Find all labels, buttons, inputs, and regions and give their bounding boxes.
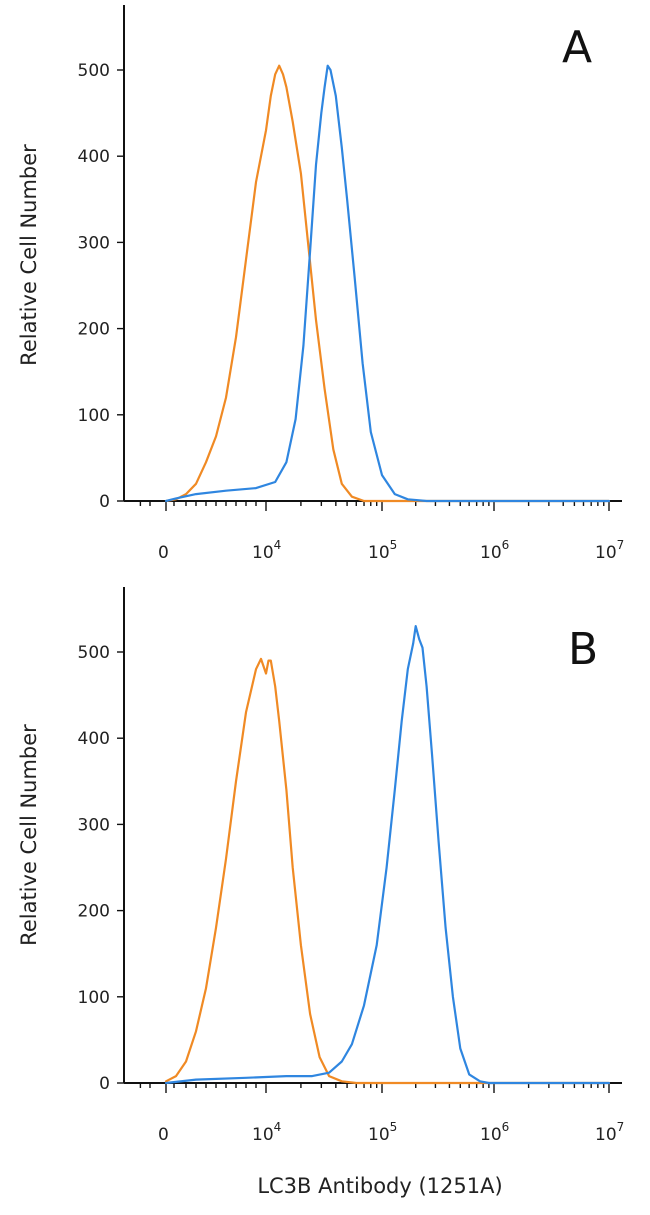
y-tick-label: 0 (99, 1074, 110, 1094)
histogram-series-1 (164, 64, 611, 503)
panel-b-histogram: 0 100 200 300 400 500 0 104 105 106 107 B Relativ… (17, 587, 624, 1198)
panel-a-letter: A (562, 22, 592, 73)
panel-a-histogram: 0 100 200 300 400 500 0 104 105 106 107 A Relativ… (17, 5, 624, 563)
y-tick-label: 400 (78, 729, 110, 749)
histogram-series-1 (164, 657, 611, 1085)
x-tick-label: 107 (595, 1120, 624, 1145)
x-tick-label: 0 (158, 543, 169, 563)
y-tick-label: 300 (78, 815, 110, 835)
y-tick-label: 500 (78, 61, 110, 81)
panel-b-y-axis-label: Relative Cell Number (17, 724, 41, 946)
panel-b-letter: B (568, 624, 598, 675)
x-axis-label: LC3B Antibody (1251A) (257, 1174, 502, 1198)
y-tick-label: 100 (78, 406, 110, 426)
y-tick-label: 200 (78, 902, 110, 922)
histogram-series-2 (164, 625, 611, 1085)
y-tick-label: 500 (78, 643, 110, 663)
histogram-series-2 (164, 64, 611, 503)
x-tick-label: 106 (480, 538, 509, 563)
x-tick-label: 104 (252, 1120, 281, 1145)
x-tick-label: 107 (595, 538, 624, 563)
y-tick-label: 100 (78, 988, 110, 1008)
x-tick-label: 106 (480, 1120, 509, 1145)
x-tick-label: 0 (158, 1125, 169, 1145)
y-tick-label: 200 (78, 320, 110, 340)
panel-a-y-axis-label: Relative Cell Number (17, 144, 41, 366)
x-tick-label: 105 (368, 1120, 397, 1145)
x-tick-label: 105 (368, 538, 397, 563)
x-tick-label: 104 (252, 538, 281, 563)
y-tick-label: 300 (78, 233, 110, 253)
y-tick-label: 0 (99, 492, 110, 512)
y-tick-label: 400 (78, 147, 110, 167)
